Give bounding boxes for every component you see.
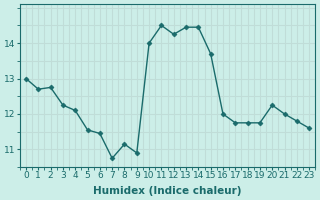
X-axis label: Humidex (Indice chaleur): Humidex (Indice chaleur) — [93, 186, 242, 196]
